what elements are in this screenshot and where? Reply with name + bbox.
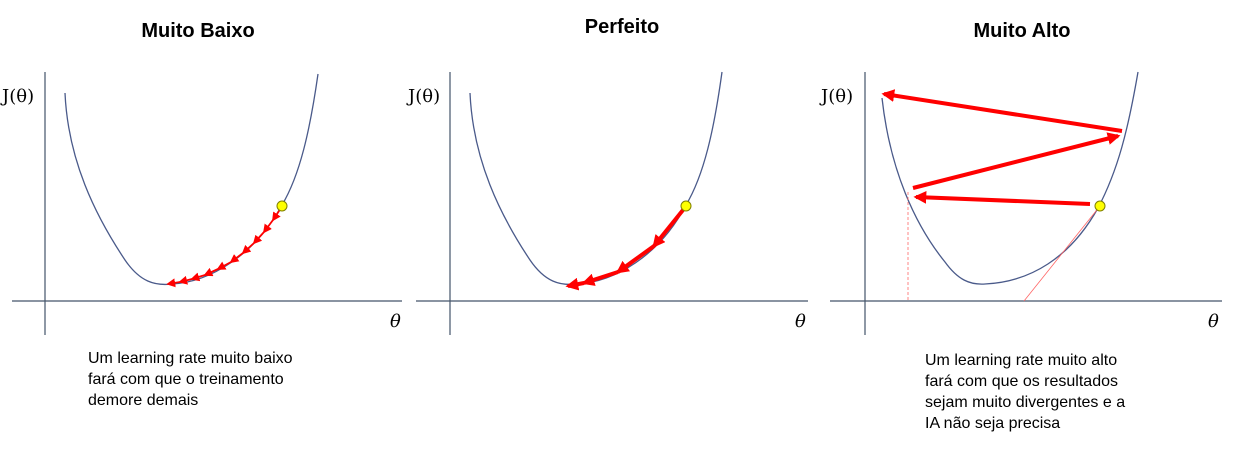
caption-line: IA não seja precisa — [925, 415, 1061, 432]
y-axis-label-1: J(θ) — [2, 86, 35, 107]
y-axis-label-3: J(θ) — [821, 86, 854, 107]
caption-line: fará com que os resultados — [925, 373, 1118, 390]
cost-curve-1 — [64, 73, 319, 286]
ideal-steps-arrows — [565, 208, 685, 291]
caption-muito-baixo: Um learning rate muito baixo fará com qu… — [88, 348, 293, 411]
cost-curve-2 — [469, 71, 723, 286]
start-point-1 — [276, 200, 288, 212]
panel-title-perfeito: Perfeito — [584, 16, 660, 38]
panel-title-muito-alto: Muito Alto — [973, 20, 1071, 42]
panel-muito-baixo — [12, 72, 402, 335]
caption-line: fará com que o treinamento — [88, 371, 284, 388]
x-axis-label-1: θ — [390, 311, 401, 332]
cost-curve-3 — [881, 71, 1139, 285]
start-point-3 — [1094, 200, 1106, 212]
caption-line: sejam muito divergentes e a — [925, 394, 1126, 411]
x-axis-label-3: θ — [1208, 311, 1219, 332]
panel-perfeito — [416, 71, 808, 335]
caption-line: Um learning rate muito alto — [925, 352, 1118, 369]
divergent-steps-arrows — [881, 89, 1123, 206]
panel-muito-alto — [830, 71, 1222, 335]
caption-muito-alto: Um learning rate muito alto fará com que… — [925, 350, 1125, 434]
tangent-line — [1023, 205, 1101, 302]
small-steps-arrows — [166, 207, 282, 288]
y-axis-label-2: J(θ) — [408, 86, 441, 107]
caption-line: Um learning rate muito baixo — [88, 350, 293, 367]
panel-title-muito-baixo: Muito Baixo — [141, 20, 255, 42]
x-axis-label-2: θ — [795, 311, 806, 332]
start-point-2 — [680, 200, 692, 212]
caption-line: demore demais — [88, 392, 199, 409]
